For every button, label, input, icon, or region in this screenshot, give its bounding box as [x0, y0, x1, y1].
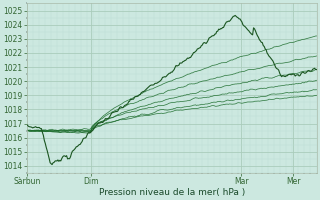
X-axis label: Pression niveau de la mer( hPa ): Pression niveau de la mer( hPa ) [99, 188, 245, 197]
